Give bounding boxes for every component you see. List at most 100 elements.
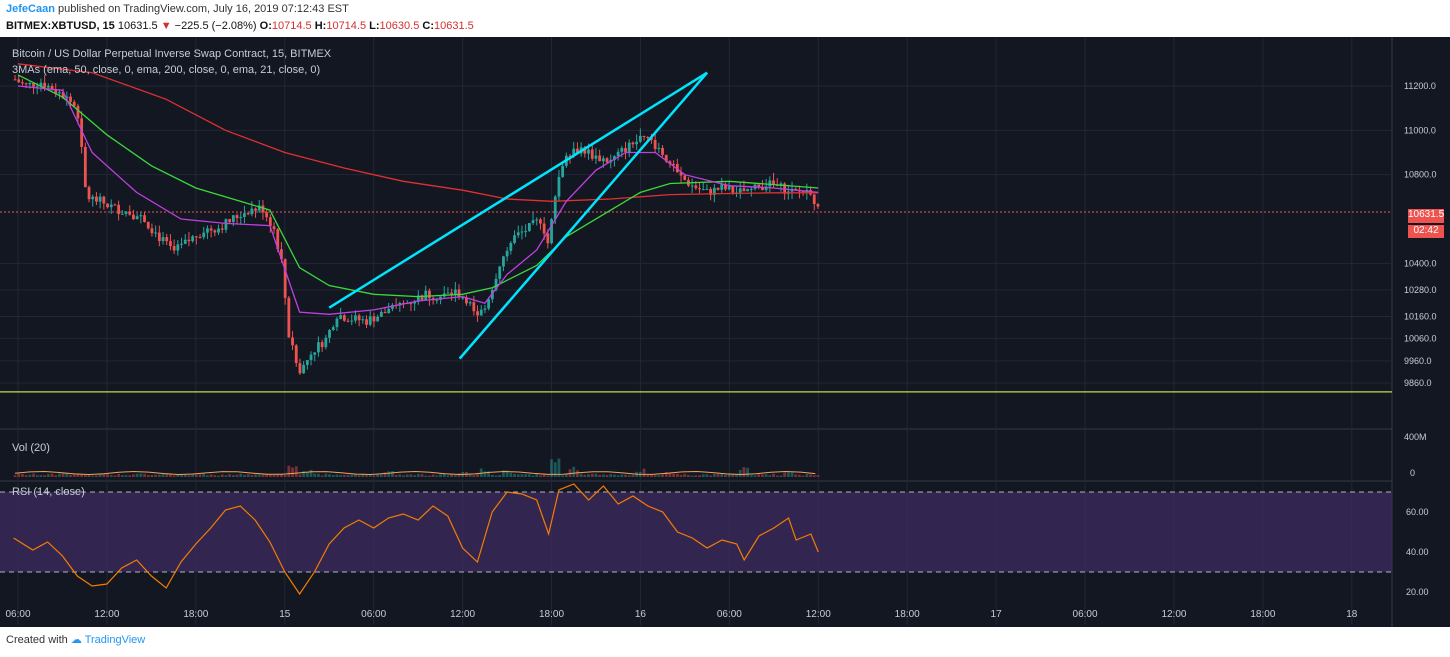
x-tick-label: 17 xyxy=(991,609,1003,620)
candle-body xyxy=(768,180,772,187)
volume-bar xyxy=(46,474,50,477)
volume-bar xyxy=(187,475,191,477)
candle-body xyxy=(231,215,235,223)
candle-body xyxy=(28,82,32,85)
candle-body xyxy=(657,147,661,149)
volume-bar xyxy=(583,474,587,477)
tradingview-logo-icon[interactable]: ☁ xyxy=(70,634,82,646)
volume-bar xyxy=(342,474,346,477)
chart-svg[interactable]: 06:00 12:00 18:00 15 06:00 12:00 18:00 16 06:00 1… xyxy=(0,37,1450,627)
last-price-tag: 10631.5 xyxy=(1408,209,1444,223)
candle-body xyxy=(620,148,624,152)
volume-bar xyxy=(209,474,213,477)
volume-bar xyxy=(254,474,257,477)
candle-body xyxy=(450,292,454,295)
candle-body xyxy=(631,142,635,145)
candle-body xyxy=(483,308,487,310)
candle-body xyxy=(701,189,705,191)
candle-body xyxy=(709,189,713,195)
volume-bar xyxy=(764,474,768,477)
volume-bar xyxy=(624,474,627,477)
x-tick-label: 12:00 xyxy=(806,609,831,620)
volume-bar xyxy=(280,473,283,477)
volume-bar xyxy=(80,474,84,477)
author-link[interactable]: JefeCaan xyxy=(6,3,55,15)
candle-body xyxy=(494,278,498,291)
candle-body xyxy=(294,345,298,364)
candle-body xyxy=(683,175,687,180)
volume-bar xyxy=(749,475,753,477)
candle-body xyxy=(361,319,365,321)
volume-bar xyxy=(746,467,750,477)
y-tick-label: 11200.0 xyxy=(1404,81,1436,91)
candle-body xyxy=(24,83,28,85)
candle-body xyxy=(598,155,602,162)
candle-body xyxy=(213,230,217,233)
volume-bar xyxy=(17,473,21,477)
volume-bar xyxy=(605,475,609,477)
y-tick-label: 11000.0 xyxy=(1404,125,1436,135)
footer: Created with ☁ TradingView xyxy=(6,633,145,646)
volume-legend[interactable]: Vol (20) xyxy=(12,442,50,454)
volume-bar xyxy=(627,475,631,477)
volume-bar xyxy=(328,474,331,477)
volume-bar xyxy=(98,474,102,477)
volume-bar xyxy=(117,473,121,477)
volume-bar xyxy=(28,474,32,477)
volume-bar xyxy=(61,473,65,477)
volume-bar xyxy=(409,474,413,477)
rsi-legend[interactable]: RSI (14, close) xyxy=(12,486,85,498)
volume-bar xyxy=(176,474,180,477)
volume-bar xyxy=(576,470,579,477)
candle-body xyxy=(461,297,465,299)
candle-body xyxy=(150,228,154,234)
candle-body xyxy=(265,212,269,218)
candle-body xyxy=(180,243,183,245)
volume-bar xyxy=(772,473,775,477)
volume-bar xyxy=(679,474,683,477)
open-value: 10714.5 xyxy=(271,20,312,32)
volume-bar xyxy=(646,475,650,477)
volume-bar xyxy=(13,475,17,477)
volume-ma-line xyxy=(14,470,816,476)
candle-body xyxy=(350,320,354,322)
volume-bar xyxy=(509,472,513,477)
volume-bar xyxy=(387,471,391,477)
study-legend[interactable]: 3MAs (ema, 50, close, 0, ema, 200, close… xyxy=(12,64,321,76)
candle-body xyxy=(812,194,816,205)
candle-body xyxy=(243,213,246,217)
candle-body xyxy=(328,330,331,338)
volume-bar xyxy=(213,475,217,477)
candle-body xyxy=(435,299,439,301)
y-tick-label: 10060.0 xyxy=(1404,334,1437,344)
candle-body xyxy=(712,187,716,195)
volume-bar xyxy=(394,474,398,477)
candle-body xyxy=(313,352,317,355)
volume-bar xyxy=(157,474,161,477)
volume-bar xyxy=(450,474,454,477)
candle-body xyxy=(505,250,509,257)
candle-body xyxy=(624,148,627,153)
volume-bar xyxy=(172,475,176,477)
volume-bar xyxy=(446,475,450,477)
candle-body xyxy=(87,187,91,200)
candle-body xyxy=(335,318,339,328)
candle-body xyxy=(169,241,172,247)
volume-bar xyxy=(650,475,653,477)
candle-body xyxy=(317,342,320,353)
candle-body xyxy=(391,304,394,309)
volume-bar xyxy=(590,473,594,477)
candle-body xyxy=(13,79,17,81)
candle-body xyxy=(339,315,343,319)
volume-tick-label: 0 xyxy=(1410,468,1415,478)
volume-bar xyxy=(146,475,150,477)
chart-area[interactable]: 06:00 12:00 18:00 15 06:00 12:00 18:00 16 06:00 1… xyxy=(0,37,1450,627)
candle-body xyxy=(731,186,735,193)
candle-body xyxy=(39,82,43,87)
tradingview-brand[interactable]: TradingView xyxy=(84,634,146,646)
volume-bar xyxy=(698,475,701,477)
candle-body xyxy=(553,196,557,220)
volume-bar xyxy=(675,473,679,477)
volume-bar xyxy=(724,474,727,477)
volume-bar xyxy=(453,475,457,477)
